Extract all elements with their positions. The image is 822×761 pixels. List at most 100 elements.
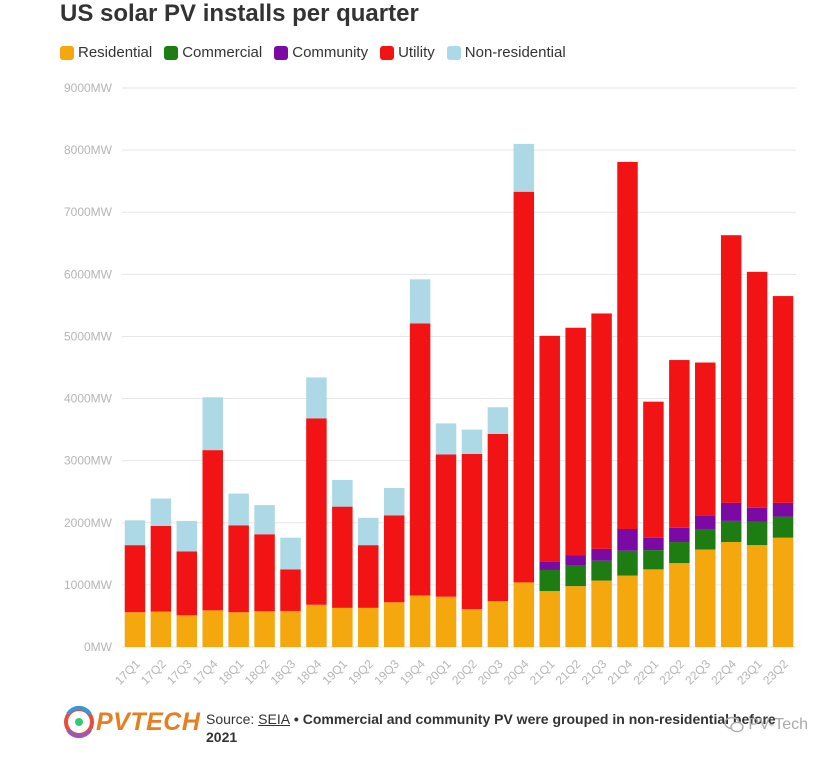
bar-utility-23q2[interactable] xyxy=(772,296,794,503)
bar-community-22q1[interactable] xyxy=(643,537,664,551)
bar-non-residential-19q1[interactable] xyxy=(332,479,353,507)
bar-utility-22q2[interactable] xyxy=(669,360,690,528)
bar-community-21q3[interactable] xyxy=(591,548,612,561)
bar-utility-17q3[interactable] xyxy=(176,551,198,616)
legend-item-residential[interactable]: Residential xyxy=(60,44,152,61)
bar-utility-21q1[interactable] xyxy=(539,335,560,562)
bar-community-21q4[interactable] xyxy=(617,528,638,551)
bar-residential-20q2[interactable] xyxy=(461,609,483,647)
bar-non-residential-19q3[interactable] xyxy=(383,487,405,516)
bar-utility-20q3[interactable] xyxy=(487,433,509,602)
bar-utility-21q3[interactable] xyxy=(591,313,612,549)
bar-residential-19q4[interactable] xyxy=(409,595,431,647)
bar-utility-18q2[interactable] xyxy=(254,534,275,612)
bar-utility-21q2[interactable] xyxy=(565,327,586,556)
bar-utility-20q4[interactable] xyxy=(513,191,535,583)
bar-residential-20q1[interactable] xyxy=(435,596,457,647)
bar-commercial-21q4[interactable] xyxy=(617,550,638,576)
bar-utility-20q2[interactable] xyxy=(461,453,483,610)
bar-non-residential-19q4[interactable] xyxy=(409,279,431,324)
bar-residential-17q1[interactable] xyxy=(124,612,146,647)
bar-utility-18q4[interactable] xyxy=(306,418,327,605)
bar-residential-23q2[interactable] xyxy=(772,537,794,647)
bar-community-23q2[interactable] xyxy=(772,502,794,517)
bar-commercial-21q3[interactable] xyxy=(591,560,612,581)
bar-residential-21q1[interactable] xyxy=(539,591,560,647)
bar-residential-18q3[interactable] xyxy=(280,610,301,647)
bar-non-residential-17q3[interactable] xyxy=(176,520,198,552)
bar-non-residential-20q4[interactable] xyxy=(513,143,535,192)
bar-non-residential-17q1[interactable] xyxy=(124,520,146,546)
bar-utility-22q3[interactable] xyxy=(695,362,716,516)
legend-item-commercial[interactable]: Commercial xyxy=(164,44,262,61)
bar-non-residential-20q2[interactable] xyxy=(461,429,483,454)
bar-commercial-21q1[interactable] xyxy=(539,569,560,592)
bar-residential-22q3[interactable] xyxy=(695,549,716,647)
bar-residential-21q2[interactable] xyxy=(565,586,586,647)
bar-residential-21q4[interactable] xyxy=(617,575,638,647)
bar-non-residential-18q4[interactable] xyxy=(306,377,327,419)
bar-community-21q1[interactable] xyxy=(539,561,560,570)
bar-residential-18q2[interactable] xyxy=(254,611,275,647)
bar-residential-21q3[interactable] xyxy=(591,580,612,647)
source-link[interactable]: SEIA xyxy=(258,711,291,727)
bar-utility-19q2[interactable] xyxy=(358,545,379,608)
legend-item-non-residential[interactable]: Non-residential xyxy=(446,44,566,61)
x-tick-label: 20Q1 xyxy=(423,657,454,688)
bar-utility-17q4[interactable] xyxy=(202,450,223,611)
bar-residential-22q2[interactable] xyxy=(669,563,690,647)
x-tick-label: 19Q3 xyxy=(371,657,402,688)
bar-residential-18q1[interactable] xyxy=(228,612,249,647)
bar-community-22q4[interactable] xyxy=(720,502,742,521)
bar-non-residential-20q3[interactable] xyxy=(487,407,509,434)
legend-item-utility[interactable]: Utility xyxy=(380,44,435,61)
bar-commercial-23q1[interactable] xyxy=(746,521,768,546)
bar-residential-19q1[interactable] xyxy=(332,607,353,647)
bar-utility-19q1[interactable] xyxy=(332,506,353,608)
bar-residential-22q1[interactable] xyxy=(643,569,664,647)
bar-utility-18q1[interactable] xyxy=(228,525,249,613)
bar-non-residential-18q3[interactable] xyxy=(280,537,301,570)
bar-non-residential-20q1[interactable] xyxy=(435,423,457,455)
bar-utility-17q1[interactable] xyxy=(124,545,146,613)
bar-non-residential-17q2[interactable] xyxy=(150,498,172,526)
bar-utility-21q4[interactable] xyxy=(617,161,638,529)
bar-utility-19q3[interactable] xyxy=(383,515,405,603)
bar-commercial-21q2[interactable] xyxy=(565,565,586,587)
bar-non-residential-19q2[interactable] xyxy=(358,517,379,546)
x-tick-label: 22Q2 xyxy=(656,657,687,688)
bar-commercial-22q3[interactable] xyxy=(695,528,716,550)
bar-utility-22q1[interactable] xyxy=(643,401,664,538)
bar-community-23q1[interactable] xyxy=(746,507,768,522)
bar-community-22q2[interactable] xyxy=(669,527,690,543)
bar-residential-20q4[interactable] xyxy=(513,582,535,647)
bar-utility-22q4[interactable] xyxy=(720,235,742,503)
bar-residential-18q4[interactable] xyxy=(306,604,327,647)
bar-utility-23q1[interactable] xyxy=(746,271,768,508)
bar-residential-17q4[interactable] xyxy=(202,610,223,647)
bar-utility-18q3[interactable] xyxy=(280,569,301,611)
chart-title: US solar PV installs per quarter xyxy=(60,0,419,27)
bar-non-residential-18q2[interactable] xyxy=(254,505,275,535)
x-tick-label: 17Q3 xyxy=(164,657,195,688)
bar-commercial-22q1[interactable] xyxy=(643,550,664,570)
bar-community-22q3[interactable] xyxy=(695,515,716,529)
bar-residential-17q3[interactable] xyxy=(176,615,198,647)
bar-community-21q2[interactable] xyxy=(565,555,586,566)
bar-residential-23q1[interactable] xyxy=(746,545,768,647)
bar-utility-19q4[interactable] xyxy=(409,323,431,596)
bar-non-residential-17q4[interactable] xyxy=(202,397,223,451)
bar-commercial-23q2[interactable] xyxy=(772,516,794,538)
bar-residential-19q3[interactable] xyxy=(383,602,405,647)
bar-commercial-22q4[interactable] xyxy=(720,520,742,543)
bar-utility-20q1[interactable] xyxy=(435,454,457,597)
bar-residential-17q2[interactable] xyxy=(150,611,172,647)
bar-residential-19q2[interactable] xyxy=(358,607,379,647)
bar-residential-22q4[interactable] xyxy=(720,542,742,647)
bar-residential-20q3[interactable] xyxy=(487,601,509,647)
bar-utility-17q2[interactable] xyxy=(150,525,172,612)
bar-commercial-22q2[interactable] xyxy=(669,542,690,564)
legend-item-community[interactable]: Community xyxy=(274,44,368,61)
x-tick-label: 18Q1 xyxy=(216,657,247,688)
bar-non-residential-18q1[interactable] xyxy=(228,493,249,526)
